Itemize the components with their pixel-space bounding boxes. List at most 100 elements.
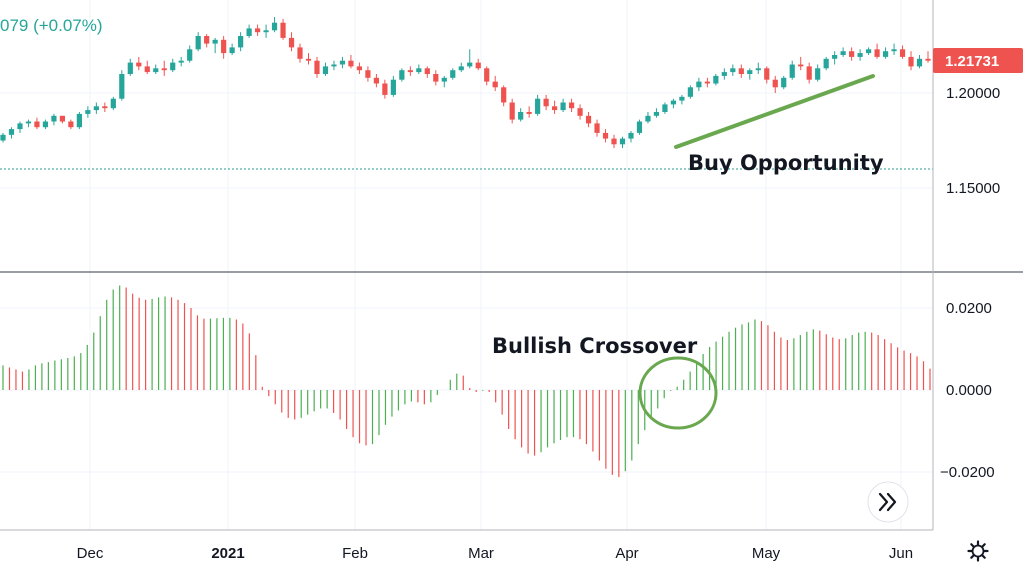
- candle-body: [560, 102, 566, 111]
- candle-body: [908, 56, 914, 67]
- candle-body: [696, 81, 702, 88]
- candle: [119, 70, 125, 101]
- candle: [475, 58, 481, 71]
- candle: [764, 66, 770, 84]
- candle: [212, 37, 218, 54]
- candle: [331, 60, 337, 71]
- candle: [0, 132, 6, 143]
- candle-body: [314, 60, 320, 74]
- candle-body: [467, 62, 473, 67]
- candle: [305, 53, 312, 65]
- candle-body: [254, 28, 261, 33]
- candle-body: [59, 115, 66, 122]
- candle: [865, 47, 872, 55]
- crossover-circle-annotation[interactable]: [638, 356, 718, 430]
- candle: [322, 62, 329, 76]
- candle: [568, 98, 575, 112]
- candle: [509, 98, 515, 124]
- candle-body: [271, 22, 278, 31]
- candle-body: [297, 47, 303, 59]
- candle-body: [42, 121, 49, 128]
- candle: [518, 108, 524, 122]
- candle-body: [51, 115, 57, 122]
- candle: [102, 102, 108, 112]
- candle-body: [747, 70, 753, 74]
- candle-body: [662, 104, 668, 112]
- candle: [738, 64, 744, 78]
- double-chevron-right-icon: [878, 492, 897, 512]
- time-tick-label: Mar: [468, 545, 494, 562]
- candle: [153, 64, 159, 74]
- candle-body: [119, 74, 125, 99]
- candle: [789, 60, 795, 80]
- candle: [238, 32, 244, 52]
- candle-body: [526, 112, 532, 114]
- candle: [390, 75, 396, 97]
- candle: [806, 62, 812, 84]
- chart-settings-button[interactable]: [967, 540, 989, 562]
- candle-body: [713, 75, 719, 84]
- candle-body: [161, 68, 167, 71]
- candle: [882, 47, 889, 59]
- candle: [662, 102, 668, 114]
- candle-body: [441, 77, 447, 82]
- trendline-annotation[interactable]: [674, 74, 875, 149]
- candle-body: [178, 60, 184, 63]
- candle-body: [365, 70, 371, 78]
- candle-body: [849, 51, 855, 57]
- candle: [832, 51, 838, 65]
- candle: [653, 108, 660, 118]
- candle-body: [619, 138, 626, 145]
- candle: [925, 51, 931, 63]
- candle: [781, 75, 787, 90]
- candle-body: [450, 70, 456, 78]
- candle: [458, 62, 464, 73]
- chart-grid: [0, 0, 933, 530]
- candle: [535, 94, 541, 116]
- candle: [348, 55, 354, 69]
- candle: [908, 51, 914, 71]
- price-axis[interactable]: 1.20000 1.15000 0.0200 0.0000 −0.0200: [940, 85, 1000, 481]
- candle: [670, 98, 677, 109]
- candle: [755, 62, 761, 74]
- candle: [178, 56, 184, 67]
- candle-body: [187, 49, 193, 61]
- candle-body: [585, 115, 592, 124]
- candle-body: [552, 106, 558, 111]
- candle-body: [424, 68, 430, 74]
- candle: [815, 64, 821, 82]
- candle-body: [305, 58, 312, 61]
- price-tick-label: 1.15000: [946, 180, 1000, 197]
- candle: [687, 85, 693, 99]
- candle-body: [602, 132, 609, 139]
- candle-body: [25, 121, 32, 124]
- candle: [747, 68, 753, 80]
- last-price-value: 1.21731: [945, 53, 999, 70]
- time-tick-label: May: [752, 545, 781, 562]
- candle-body: [518, 112, 524, 120]
- candle-body: [645, 115, 651, 122]
- candle-body: [144, 66, 150, 73]
- candle: [628, 131, 634, 143]
- candle-body: [221, 39, 227, 54]
- candle-body: [34, 121, 40, 128]
- time-axis[interactable]: Dec 2021 Feb Mar Apr May Jun: [77, 545, 913, 562]
- candle: [229, 43, 235, 55]
- candle: [696, 77, 702, 92]
- gear-tooth: [970, 554, 975, 559]
- candle-body: [806, 66, 812, 80]
- candle: [68, 119, 74, 130]
- oscillator-tick-label: 0.0200: [946, 300, 992, 317]
- candle-body: [594, 123, 600, 133]
- candle-body: [93, 106, 99, 111]
- candle: [602, 129, 609, 143]
- candle: [297, 43, 303, 63]
- candle-body: [475, 62, 481, 69]
- candle: [730, 64, 736, 76]
- candle: [127, 58, 133, 76]
- scroll-to-realtime-button[interactable]: [867, 481, 909, 523]
- candle: [526, 106, 532, 118]
- candle-body: [899, 49, 906, 57]
- candle-body: [390, 79, 396, 95]
